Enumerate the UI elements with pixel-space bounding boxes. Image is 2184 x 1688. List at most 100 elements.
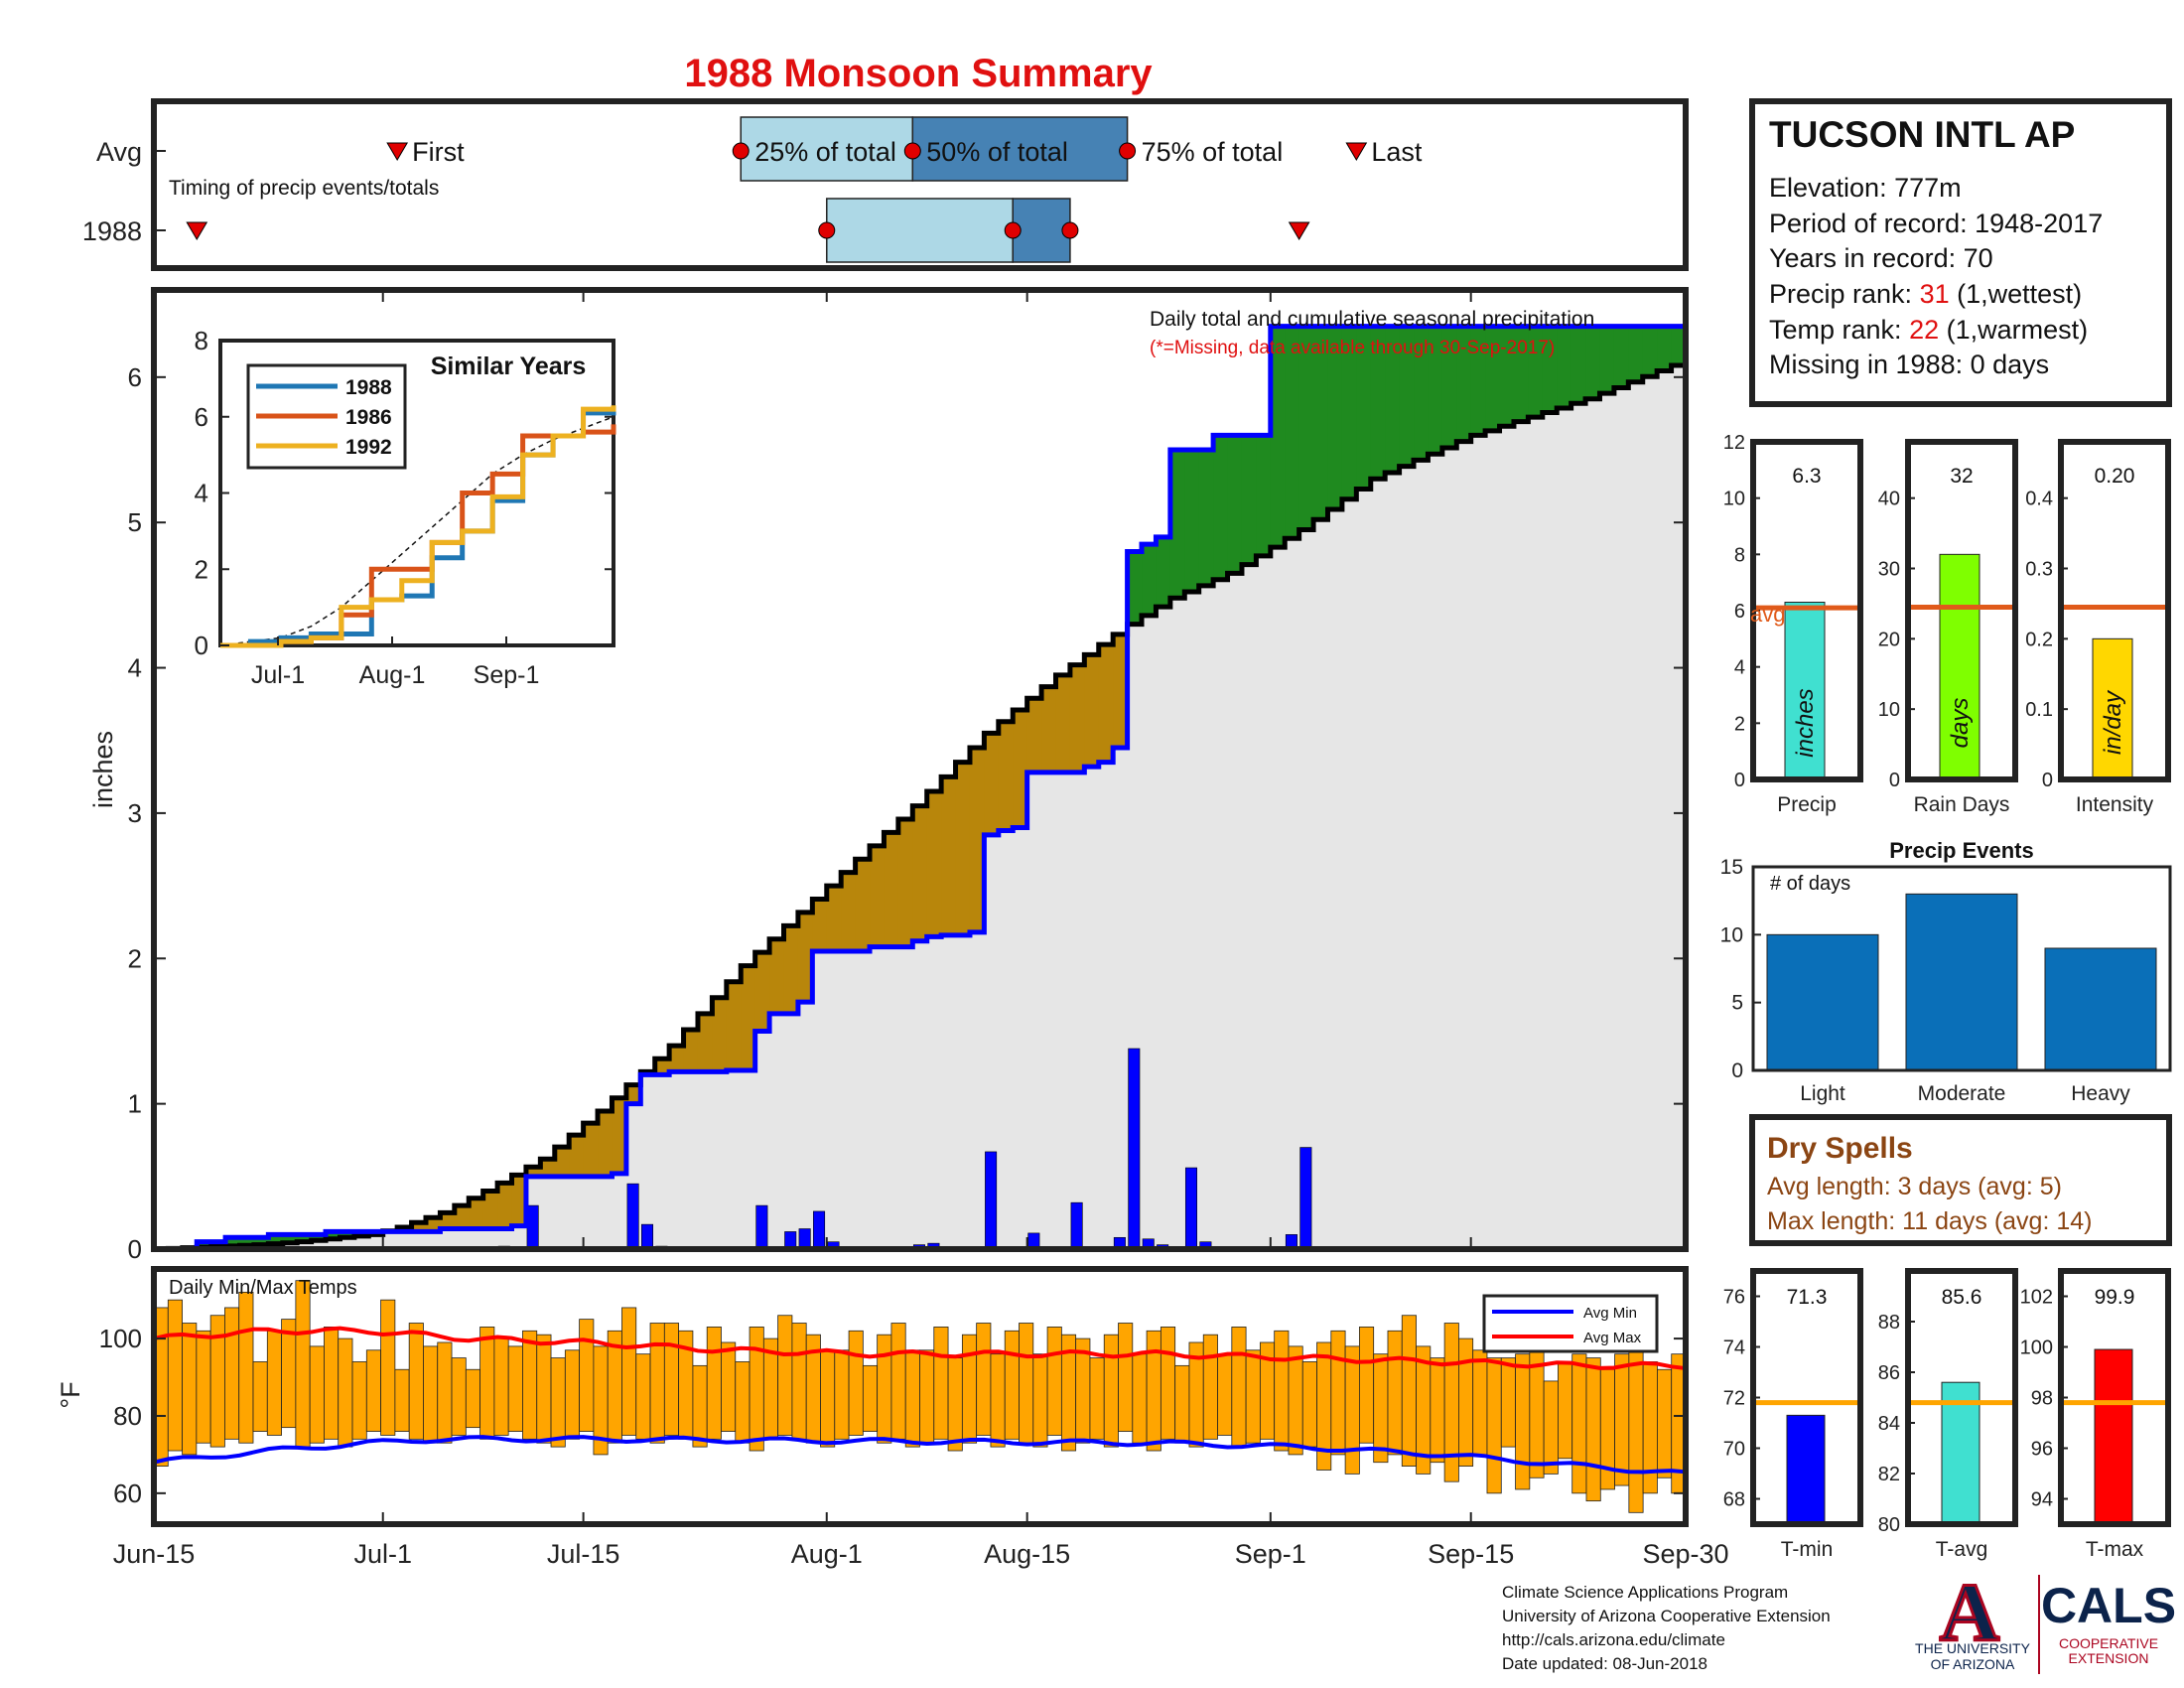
avg-cumulative-area bbox=[669, 1071, 685, 1249]
temp-bar-t-max bbox=[2094, 1348, 2133, 1525]
avg-cumulative-area bbox=[1084, 767, 1100, 1249]
daily-temp-bar bbox=[706, 1327, 722, 1440]
avg-cumulative-area bbox=[884, 946, 899, 1249]
avg-cumulative-area bbox=[1026, 772, 1042, 1249]
daily-temp-bar bbox=[309, 1345, 325, 1444]
surplus-area bbox=[239, 1237, 255, 1246]
season-totals-bars: 0 2 4 6 8 10 12 6.3 inches Precip avg 0 10 20 30 40 32 da… bbox=[1723, 432, 2171, 816]
temp-y-tick-label: 60 bbox=[113, 1478, 142, 1508]
daily-temp-bar bbox=[1132, 1353, 1148, 1444]
daily-temp-bar bbox=[451, 1357, 467, 1436]
temp-bar-tick-label: 72 bbox=[1723, 1388, 1745, 1410]
events-title: Precip Events bbox=[1889, 838, 2034, 863]
surplus-area bbox=[1213, 435, 1229, 580]
avg-cumulative-area bbox=[1055, 772, 1071, 1249]
daily-temp-bar bbox=[579, 1319, 595, 1432]
mini-bar-tick-label: 4 bbox=[1734, 657, 1745, 679]
avg-cumulative-area bbox=[712, 1071, 728, 1249]
daily-precip-bar bbox=[813, 1210, 826, 1250]
daily-temp-bar bbox=[365, 1349, 381, 1432]
surplus-area bbox=[326, 1231, 341, 1239]
ua-letter: A bbox=[1940, 1567, 2000, 1659]
avg-cumulative-area bbox=[1657, 370, 1673, 1249]
surplus-area bbox=[1628, 326, 1644, 382]
temp-bar-tick-label: 80 bbox=[1878, 1514, 1900, 1536]
daily-temp-bar bbox=[919, 1349, 935, 1444]
avg-cumulative-area bbox=[1585, 398, 1601, 1250]
daily-temp-bar bbox=[1358, 1327, 1375, 1444]
deficit-area bbox=[1041, 686, 1057, 773]
avg-cumulative-area bbox=[697, 1071, 714, 1249]
mini-bar-tick-label: 30 bbox=[1878, 559, 1900, 581]
daily-precip-bar bbox=[640, 1223, 654, 1250]
deficit-area bbox=[425, 1217, 442, 1232]
y1988-p75-marker bbox=[1061, 221, 1079, 239]
mini-bar-unit: inches bbox=[1792, 688, 1819, 757]
mini-bar-tick-label: 10 bbox=[1878, 699, 1900, 721]
mini-bar-unit: days bbox=[1947, 698, 1974, 749]
daily-temp-bar bbox=[1288, 1345, 1303, 1456]
avg-cumulative-area bbox=[1098, 762, 1114, 1249]
surplus-area bbox=[253, 1237, 269, 1245]
deficit-area bbox=[1013, 709, 1028, 828]
daily-temp-bar bbox=[281, 1319, 297, 1429]
daily-temp-bar bbox=[1472, 1349, 1488, 1456]
avg-cumulative-area bbox=[1557, 407, 1572, 1249]
timing-row-label: Avg bbox=[96, 137, 142, 167]
station-precip-rank: Precip rank: 31 (1,wettest) bbox=[1769, 279, 2082, 309]
deficit-area bbox=[411, 1222, 427, 1232]
events-plot-frame bbox=[1751, 865, 2172, 1072]
avg-max-line bbox=[153, 1326, 1687, 1371]
surplus-area bbox=[1585, 326, 1601, 399]
missing-data-note: (*=Missing, data available through 30-Se… bbox=[1150, 338, 1555, 358]
mini-bar-tick-label: 20 bbox=[1878, 629, 1900, 650]
daily-temp-bar bbox=[266, 1330, 282, 1436]
inset-series-1992 bbox=[220, 405, 616, 648]
deficit-area bbox=[955, 762, 971, 935]
mini-bar-tick-label: 0.4 bbox=[2025, 489, 2053, 510]
temp-bar-tick-label: 96 bbox=[2031, 1439, 2053, 1461]
daily-temp-bar bbox=[1657, 1368, 1673, 1478]
deficit-area bbox=[669, 1046, 685, 1072]
avg-cumulative-area bbox=[297, 1241, 313, 1249]
avg-cumulative-area bbox=[1341, 498, 1357, 1249]
avg-cumulative-area bbox=[726, 1069, 742, 1249]
temp-y-tick-label: 80 bbox=[113, 1401, 142, 1431]
daily-temp-bar bbox=[1558, 1361, 1573, 1460]
deficit-area bbox=[598, 1110, 614, 1177]
avg-cumulative-area bbox=[1470, 435, 1486, 1249]
station-name: TUCSON INTL AP bbox=[1769, 114, 2075, 155]
daily-temp-bar bbox=[1401, 1315, 1417, 1467]
avg-cumulative-area bbox=[482, 1228, 498, 1249]
y1988-last-marker bbox=[1288, 221, 1310, 240]
temp-panel-title: Daily Min/Max Temps bbox=[169, 1277, 357, 1299]
daily-temp-bar bbox=[536, 1334, 552, 1444]
x-tick-label: Sep-1 bbox=[1235, 1539, 1306, 1569]
footer-url[interactable]: http://cals.arizona.edu/climate bbox=[1502, 1630, 1725, 1649]
daily-temp-bar bbox=[564, 1349, 581, 1440]
daily-temp-bar bbox=[1486, 1357, 1502, 1494]
inset-legend-label: 1992 bbox=[345, 436, 392, 459]
deficit-area bbox=[826, 886, 842, 951]
surplus-area bbox=[1657, 326, 1673, 371]
daily-temp-bar bbox=[1103, 1334, 1119, 1448]
temp-bar-label: T-max bbox=[2086, 1538, 2144, 1561]
avg-cumulative-area bbox=[1441, 447, 1457, 1249]
avg-cumulative-area bbox=[941, 934, 957, 1249]
avg-cumulative-area bbox=[1414, 460, 1430, 1249]
daily-temp-bar bbox=[252, 1361, 268, 1432]
deficit-area bbox=[1113, 633, 1129, 749]
surplus-area bbox=[1642, 326, 1658, 377]
deficit-area bbox=[569, 1135, 585, 1177]
mini-bar-frame bbox=[1905, 439, 2018, 782]
mini-bar-precip bbox=[1784, 602, 1826, 780]
cals-sub-line2: EXTENSION bbox=[2069, 1650, 2149, 1666]
deficit-area bbox=[726, 981, 742, 1070]
daily-temp-bar bbox=[465, 1368, 481, 1429]
mini-bar-label: Precip bbox=[1777, 793, 1837, 816]
avg-cumulative-area bbox=[1298, 529, 1314, 1249]
temp-bar-t-min bbox=[1786, 1414, 1826, 1525]
avg-cumulative-area bbox=[397, 1231, 413, 1249]
daily-temp-bar bbox=[1004, 1330, 1020, 1440]
daily-precip-bar bbox=[985, 1151, 998, 1250]
